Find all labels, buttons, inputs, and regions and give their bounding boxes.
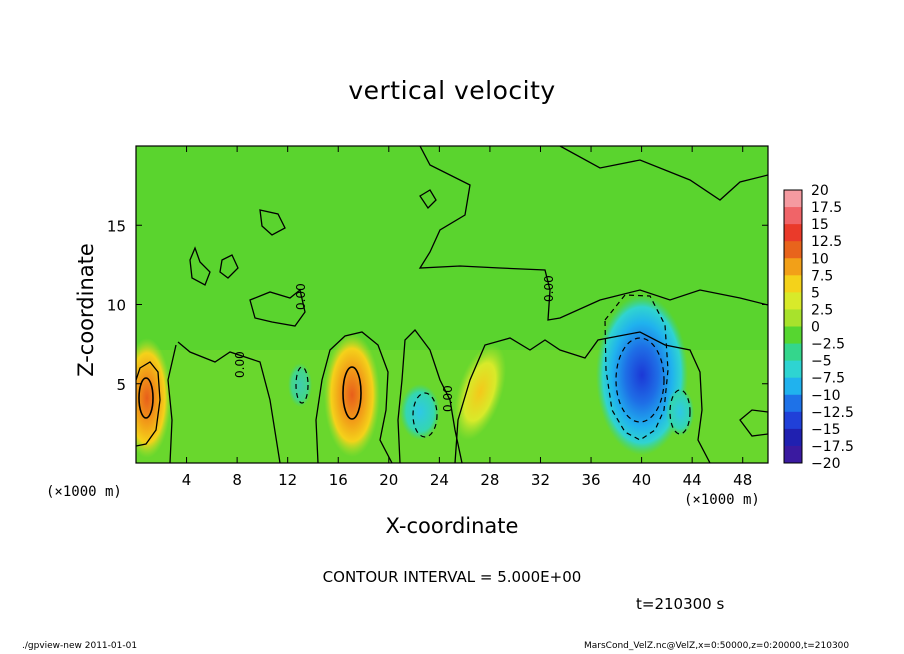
- time-text: t=210300 s: [636, 595, 725, 613]
- core-contours: [138, 366, 362, 420]
- colorbar-label: 7.5: [811, 268, 833, 284]
- colorbar-label: 17.5: [811, 200, 842, 216]
- colorbar-label: 20: [811, 183, 829, 199]
- colorbar-swatch: [784, 190, 802, 208]
- x-tick-label: 40: [632, 471, 651, 489]
- zero-contours: [136, 146, 768, 463]
- contour-label: 0.00: [294, 283, 308, 310]
- colorbar-swatch: [784, 326, 802, 345]
- colorbar-label: 2.5: [811, 302, 833, 318]
- x-axis: 4 8 12 16 20 24 28 32 36 40 44 48: [182, 146, 752, 489]
- colorbar-swatch: [784, 445, 802, 464]
- colorbar-label: −2.5: [811, 337, 845, 353]
- velocity-field: 0.00 0.00 0.00 0.00: [136, 146, 768, 463]
- colorbar-label: 5: [811, 285, 820, 301]
- colorbar-swatch: [784, 343, 802, 362]
- colorbar-swatch: [784, 428, 802, 447]
- y-axis-label: Z-coordinate: [74, 243, 98, 377]
- x-tick-label: 16: [329, 471, 348, 489]
- colorbar-swatch: [784, 394, 802, 413]
- colorbar-label: −10: [811, 388, 841, 404]
- colorbar-swatch: [784, 207, 802, 225]
- downdraft-x22: [400, 384, 440, 440]
- colorbar-label: −15: [811, 422, 841, 438]
- colorbar-label: 15: [811, 217, 829, 233]
- x-tick-label: 20: [379, 471, 398, 489]
- y-axis: 5 10 15: [107, 217, 768, 394]
- x-tick-label: 32: [531, 471, 550, 489]
- colorbar-frame: [783, 189, 803, 464]
- x-tick-label: 44: [683, 471, 702, 489]
- colorbar-swatch: [784, 275, 802, 293]
- x-tick-label: 4: [182, 471, 192, 489]
- contour-interval-text: CONTOUR INTERVAL = 5.000E+00: [322, 568, 582, 586]
- x-tick-label: 28: [480, 471, 499, 489]
- y-tick-label: 15: [107, 217, 126, 235]
- colorbar-swatch: [784, 411, 802, 430]
- chart-title: vertical velocity: [348, 76, 556, 105]
- colorbar-swatch: [784, 258, 802, 276]
- y-tick-label: 5: [116, 376, 126, 394]
- updraft-x17: [324, 333, 380, 457]
- footer-right: MarsCond_VelZ.nc@VelZ,x=0:50000,z=0:2000…: [584, 641, 850, 651]
- colorbar-swatch: [784, 241, 802, 259]
- contour-label: 0.00: [233, 351, 247, 378]
- negative-contours: [295, 294, 691, 441]
- colorbar-label: 0: [811, 320, 820, 336]
- footer-left: ./gpview-new 2011-01-01: [22, 641, 138, 651]
- colorbar-swatch: [784, 292, 802, 310]
- colorbar-swatch: [784, 377, 802, 396]
- x-tick-label: 36: [581, 471, 600, 489]
- colorbar-label: −5: [811, 354, 832, 370]
- contour-label: 0.00: [441, 385, 455, 412]
- updraft-x27: [453, 343, 507, 441]
- colorbar-swatch: [784, 224, 802, 242]
- contour-label: 0.00: [542, 275, 556, 302]
- colorbar-swatch: [784, 309, 802, 327]
- x-tick-label: 8: [232, 471, 242, 489]
- x-tick-label: 12: [278, 471, 297, 489]
- colorbar-label: −17.5: [811, 439, 854, 455]
- x-unit-label-left: (×1000 m): [46, 484, 122, 500]
- x-axis-label: X-coordinate: [385, 514, 519, 538]
- x-tick-label: 24: [430, 471, 449, 489]
- x-unit-label-right: (×1000 m): [684, 492, 760, 508]
- colorbar-label: −20: [811, 456, 841, 472]
- colorbar-label: 12.5: [811, 234, 842, 250]
- colorbar-swatch: [784, 360, 802, 379]
- contour-labels: 0.00 0.00 0.00 0.00: [233, 275, 556, 412]
- updraft-x0: [136, 338, 171, 458]
- x-tick-label: 48: [733, 471, 752, 489]
- colorbar-label: −7.5: [811, 371, 845, 387]
- colorbar-label: −12.5: [811, 405, 854, 421]
- colorbar-label: 10: [811, 251, 829, 267]
- downdraft-x40: [596, 295, 688, 455]
- y-tick-label: 10: [107, 297, 126, 315]
